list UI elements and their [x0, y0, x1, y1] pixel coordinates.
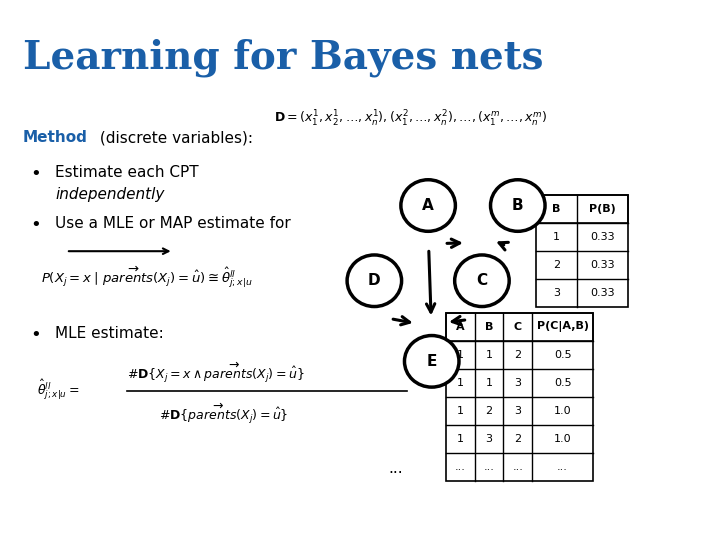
Text: •: • — [30, 217, 41, 234]
Text: C: C — [477, 273, 487, 288]
Text: A: A — [422, 198, 434, 213]
Text: (discrete variables):: (discrete variables): — [94, 130, 253, 145]
Text: 3: 3 — [514, 378, 521, 388]
Text: 0.33: 0.33 — [590, 260, 615, 269]
Text: 1: 1 — [485, 378, 492, 388]
Text: ...: ... — [484, 462, 495, 471]
Text: Use a MLE or MAP estimate for: Use a MLE or MAP estimate for — [55, 217, 291, 231]
Text: •: • — [30, 165, 41, 183]
Text: Learning for Bayes nets: Learning for Bayes nets — [23, 39, 544, 78]
Text: P(C|A,B): P(C|A,B) — [536, 321, 589, 333]
Text: ...: ... — [389, 461, 403, 476]
Ellipse shape — [405, 335, 459, 387]
Text: B: B — [512, 198, 523, 213]
Ellipse shape — [490, 180, 545, 231]
Text: independently: independently — [55, 187, 165, 202]
Bar — [446, 313, 593, 341]
Ellipse shape — [347, 255, 402, 307]
Text: MLE estimate:: MLE estimate: — [55, 326, 164, 341]
Text: •: • — [30, 326, 41, 345]
Text: B: B — [552, 204, 561, 214]
Text: D: D — [368, 273, 381, 288]
Text: 1: 1 — [457, 434, 464, 444]
Bar — [536, 195, 628, 307]
Ellipse shape — [401, 180, 455, 231]
Text: 0.5: 0.5 — [554, 350, 572, 360]
Text: 1: 1 — [457, 406, 464, 416]
Text: Estimate each CPT: Estimate each CPT — [55, 165, 199, 180]
Text: 2: 2 — [514, 350, 521, 360]
Text: ...: ... — [455, 462, 466, 471]
Text: 3: 3 — [553, 288, 560, 298]
Text: ...: ... — [557, 462, 568, 471]
Ellipse shape — [454, 255, 509, 307]
Text: $\#\mathbf{D}\{X_j = x \wedge \overrightarrow{parents}(X_j) = \hat{u}\}$: $\#\mathbf{D}\{X_j = x \wedge \overright… — [127, 361, 305, 386]
Text: 2: 2 — [514, 434, 521, 444]
Text: ...: ... — [513, 462, 523, 471]
Text: 1: 1 — [485, 350, 492, 360]
Text: 1: 1 — [553, 232, 560, 242]
Text: C: C — [514, 322, 522, 332]
Bar — [536, 195, 628, 222]
Text: 3: 3 — [485, 434, 492, 444]
Text: 1.0: 1.0 — [554, 434, 572, 444]
Text: $P(X_j = x \mid \overrightarrow{parents}(X_j) = \hat{u}) \cong \hat{\theta}_{j;x: $P(X_j = x \mid \overrightarrow{parents}… — [41, 265, 253, 290]
Text: 0.5: 0.5 — [554, 378, 572, 388]
Text: $\mathbf{D} = (x_1^1, x_2^1,\ldots,x_n^1),(x_1^2,\ldots,x_n^2),\ldots,(x_1^m,\ld: $\mathbf{D} = (x_1^1, x_2^1,\ldots,x_n^1… — [274, 109, 547, 129]
Text: Method: Method — [23, 130, 88, 145]
Text: B: B — [485, 322, 493, 332]
Text: 2: 2 — [553, 260, 560, 269]
Text: 1: 1 — [457, 350, 464, 360]
Text: 2: 2 — [485, 406, 492, 416]
Text: P(B): P(B) — [589, 204, 616, 214]
Text: 0.33: 0.33 — [590, 288, 615, 298]
Text: $\#\mathbf{D}\{\overrightarrow{parents}(X_j) = \hat{u}\}$: $\#\mathbf{D}\{\overrightarrow{parents}(… — [159, 402, 289, 426]
Text: 1: 1 — [457, 378, 464, 388]
Text: E: E — [426, 354, 437, 369]
Text: A: A — [456, 322, 464, 332]
Text: $\hat{\theta}_{j;x|u}^{ll} = $: $\hat{\theta}_{j;x|u}^{ll} = $ — [37, 377, 80, 402]
Text: 1.0: 1.0 — [554, 406, 572, 416]
Text: 3: 3 — [514, 406, 521, 416]
Bar — [446, 313, 593, 481]
Text: 0.33: 0.33 — [590, 232, 615, 242]
